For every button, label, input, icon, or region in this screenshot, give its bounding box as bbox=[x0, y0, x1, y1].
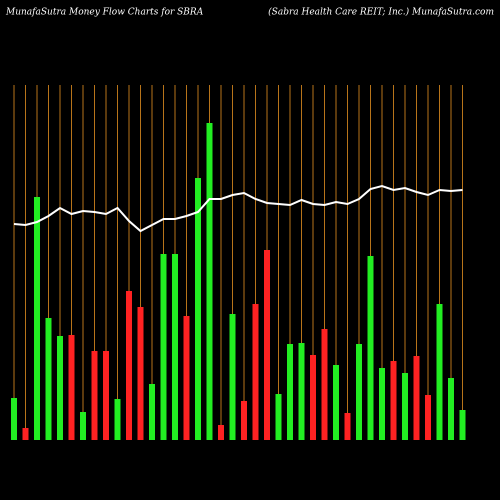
bar bbox=[126, 291, 132, 440]
bar bbox=[160, 254, 167, 440]
bar bbox=[321, 329, 328, 440]
bar bbox=[241, 401, 247, 440]
bar bbox=[229, 314, 236, 440]
bar bbox=[195, 178, 201, 440]
bar bbox=[103, 351, 109, 440]
bar bbox=[57, 336, 63, 440]
bar bbox=[379, 368, 385, 440]
bar bbox=[356, 344, 362, 440]
bar bbox=[114, 399, 121, 440]
bar bbox=[344, 413, 351, 440]
bar bbox=[413, 356, 420, 440]
bar bbox=[298, 343, 305, 440]
bar bbox=[206, 123, 213, 440]
bar bbox=[68, 335, 75, 440]
line bbox=[13, 184, 463, 233]
bar bbox=[172, 254, 178, 440]
bar bbox=[80, 412, 86, 440]
bar bbox=[275, 394, 282, 440]
bar bbox=[252, 304, 259, 440]
bar bbox=[183, 316, 190, 440]
bar bbox=[11, 398, 17, 440]
bar bbox=[264, 250, 270, 440]
bar bbox=[137, 307, 144, 440]
bar bbox=[425, 395, 431, 440]
bar bbox=[448, 378, 454, 440]
bar bbox=[149, 384, 155, 440]
bar bbox=[390, 361, 397, 440]
bar bbox=[218, 425, 224, 440]
bar bbox=[436, 304, 443, 440]
chart-title: MunafaSutra Money Flow Charts for SBRA bbox=[5, 8, 204, 18]
bar bbox=[459, 410, 466, 440]
bar bbox=[402, 373, 408, 440]
bar bbox=[45, 318, 52, 440]
bar bbox=[310, 355, 316, 440]
bar bbox=[34, 197, 40, 440]
bar bbox=[22, 428, 29, 440]
bar bbox=[333, 365, 339, 440]
bar bbox=[367, 256, 374, 440]
bar bbox=[91, 351, 98, 440]
bar bbox=[287, 344, 293, 440]
chart-subtitle: (Sabra Health Care REIT; Inc.) MunafaSut… bbox=[268, 7, 494, 18]
